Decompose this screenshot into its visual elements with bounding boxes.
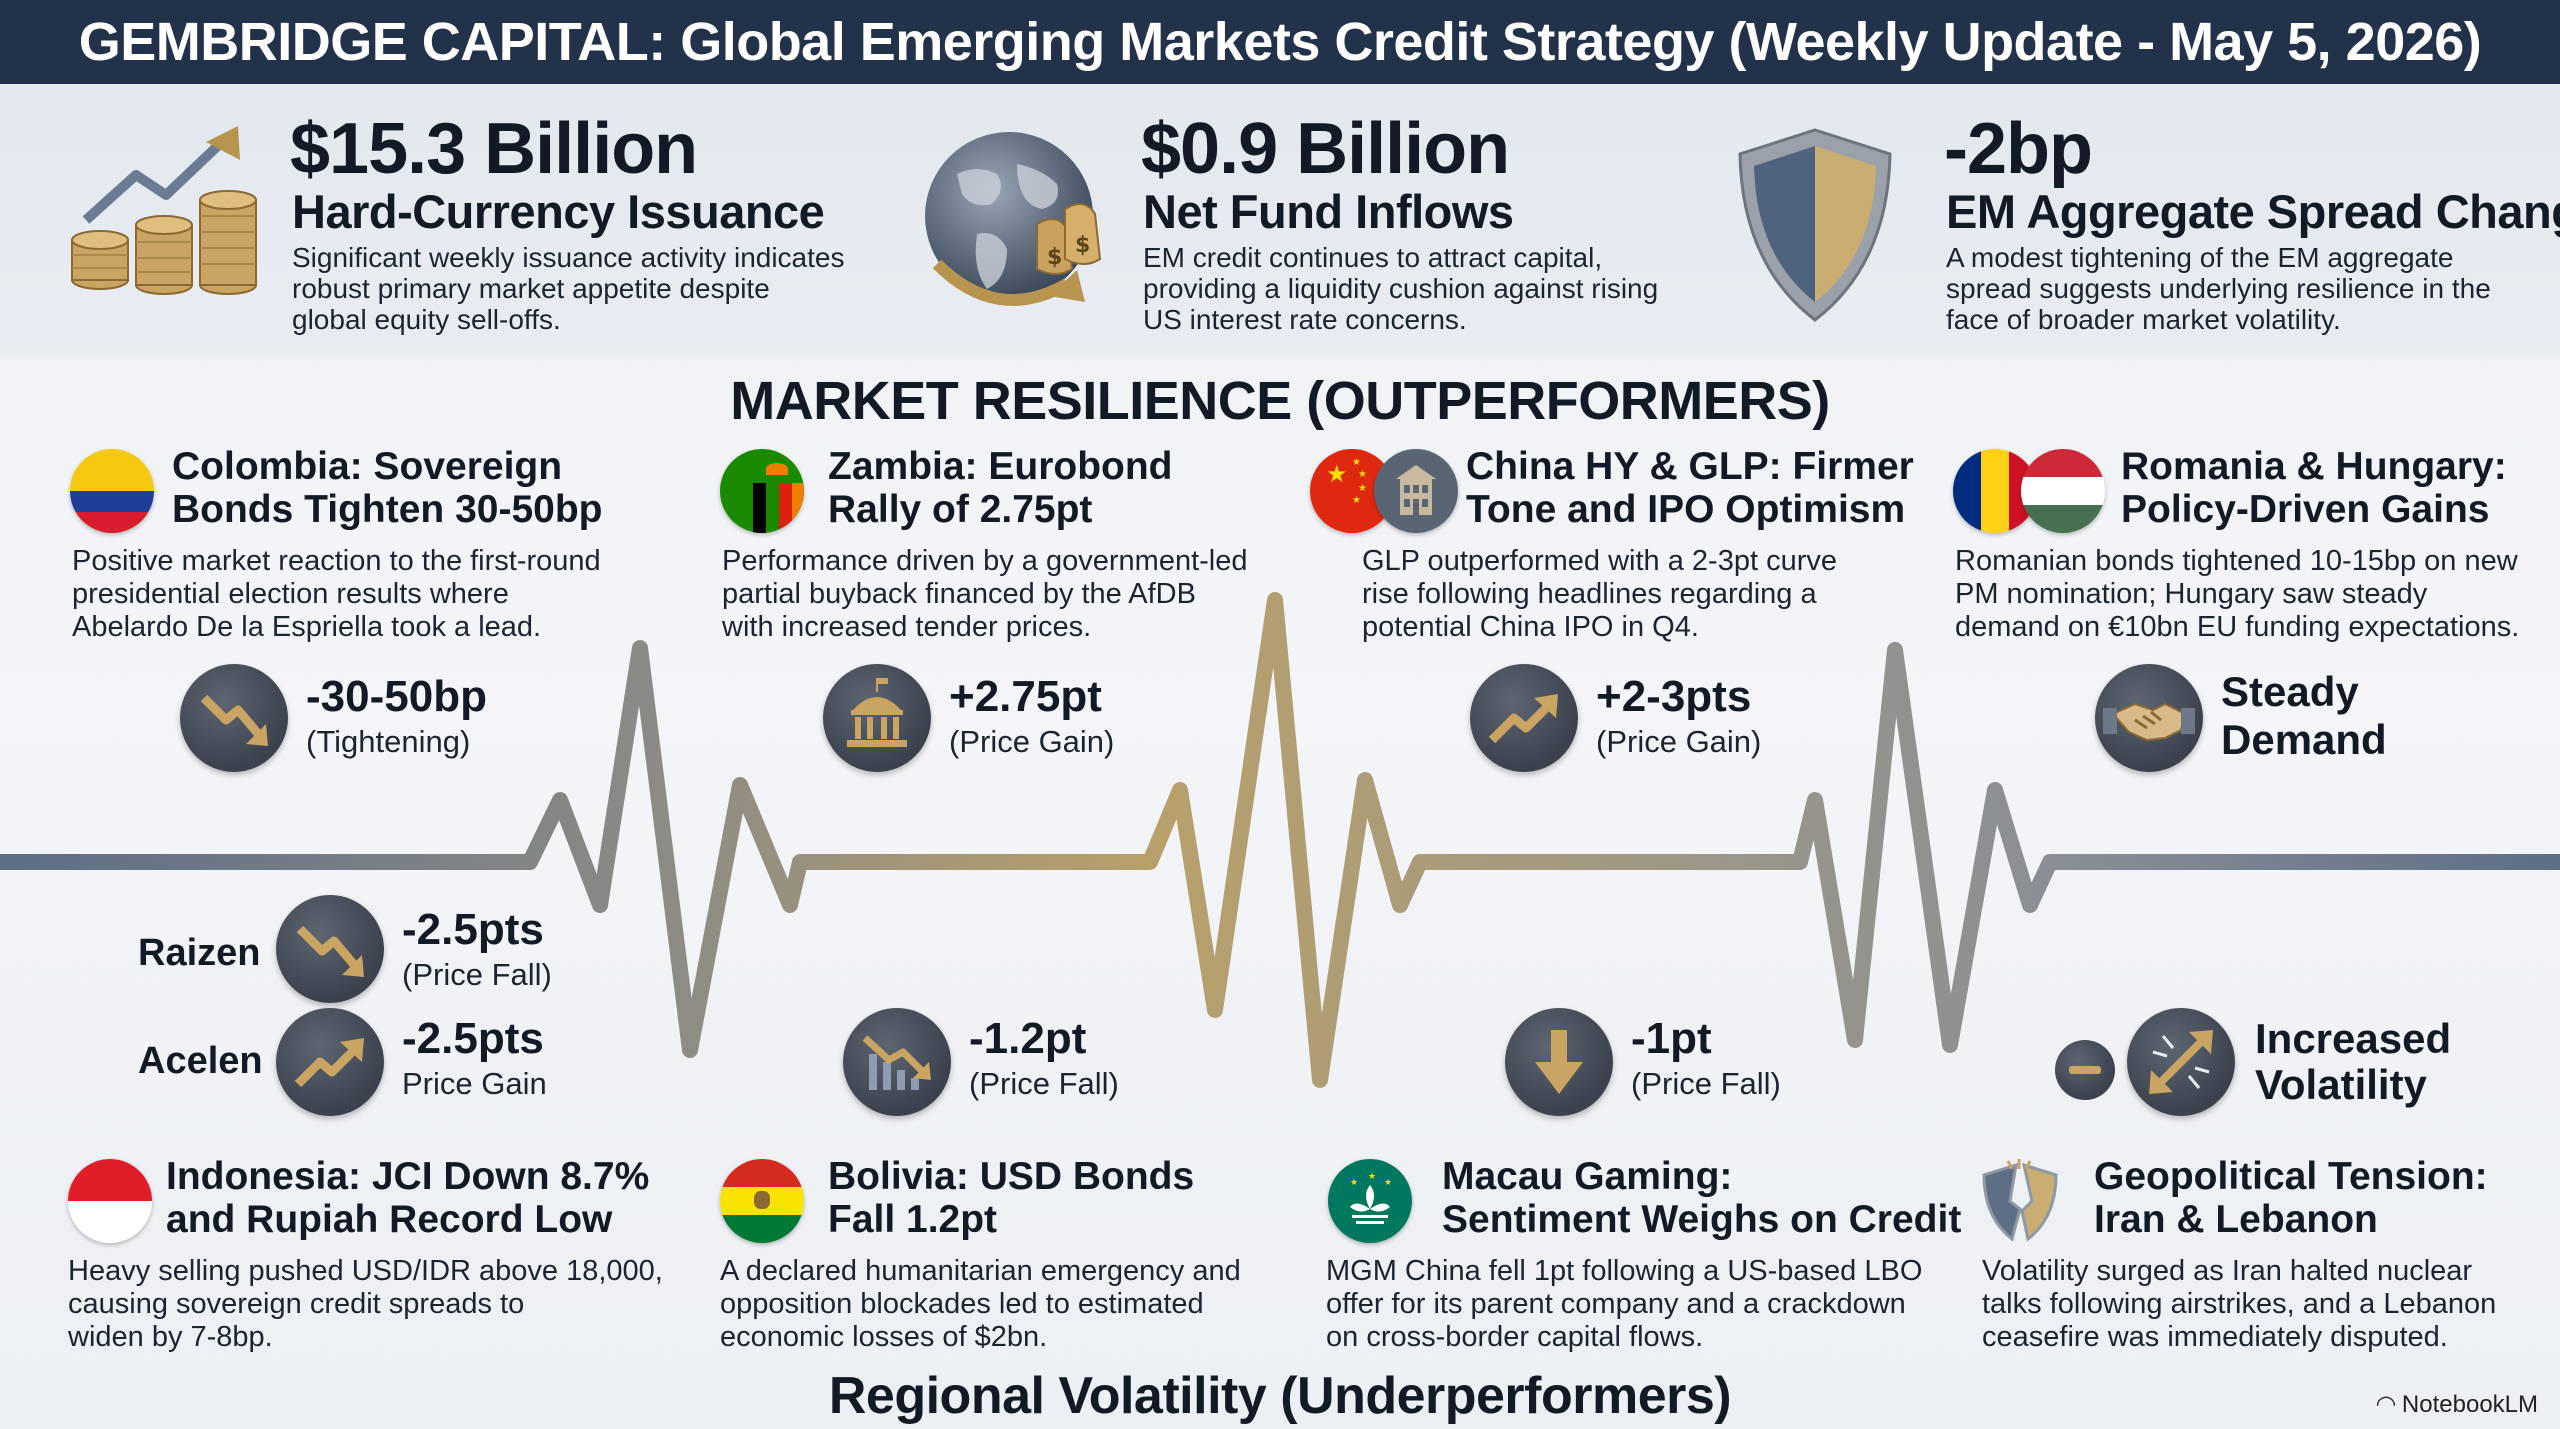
card-text: Positive market reaction to the first-ro… — [72, 545, 601, 643]
coins-growth-icon — [71, 126, 257, 295]
kpi-value: $0.9 Billion — [1141, 109, 1510, 189]
card-title: Bolivia: USD Bonds Fall 1.2pt — [828, 1155, 1195, 1241]
raizen-label: Raizen — [138, 932, 261, 974]
globe-money-icon: $ $ — [925, 132, 1102, 306]
card-title: Colombia: Sovereign Bonds Tighten 30-50bp — [172, 445, 603, 531]
kpi-inflows: $ $ $0.9 Billion Net Fund Inflows EM cre… — [853, 84, 1706, 358]
indonesia-flag-icon — [68, 1159, 152, 1243]
diverging-arrows-icon — [2127, 1008, 2235, 1116]
metric-sub: Price Gain — [402, 1066, 547, 1101]
card-title: Romania & Hungary: Policy-Driven Gains — [2121, 445, 2507, 531]
metric-value: +2.75pt — [949, 672, 1102, 721]
trend-down-icon — [276, 895, 384, 1003]
trend-down-icon — [180, 664, 288, 772]
card-geopolitical: Geopolitical Tension: Iran & Lebanon Vola… — [1968, 1155, 2558, 1365]
metric-sub: (Price Gain) — [1596, 724, 1762, 759]
card-colombia: Colombia: Sovereign Bonds Tighten 30-50bp… — [70, 445, 650, 775]
card-text: A declared humanitarian emergency and opp… — [720, 1255, 1241, 1353]
card-title: Zambia: Eurobond Rally of 2.75pt — [828, 445, 1173, 531]
metric-value: -30-50bp — [306, 672, 487, 721]
heartbeat-line — [0, 592, 2560, 1088]
svg-text:$: $ — [1075, 233, 1090, 258]
acelen-label: Acelen — [138, 1040, 263, 1082]
metric-value: -2.5pts — [402, 905, 544, 954]
metric-sub: (Price Gain) — [949, 724, 1115, 759]
section-title-underperformers: Regional Volatility (Underperformers) — [828, 1367, 1732, 1425]
metric-value: Increased Volatility — [2255, 1015, 2452, 1108]
kpi-description: A modest tightening of the EM aggregate s… — [1946, 242, 2491, 335]
metric-value: +2-3pts — [1596, 672, 1752, 721]
card-text: Performance driven by a government-led pa… — [722, 545, 1248, 643]
kpi-band: $15.3 Billion Hard-Currency Issuance Sig… — [0, 84, 2560, 358]
svg-text:$: $ — [1047, 245, 1062, 270]
kpi-issuance: $15.3 Billion Hard-Currency Issuance Sig… — [0, 84, 853, 358]
card-indonesia: Indonesia: JCI Down 8.7% and Rupiah Recor… — [66, 1155, 686, 1365]
colombia-flag-icon — [70, 449, 154, 533]
minus-icon — [2055, 1040, 2115, 1100]
metric-value: -2.5pts — [402, 1014, 544, 1063]
handshake-icon — [2095, 664, 2203, 772]
card-romania-hungary: Romania & Hungary: Policy-Driven Gains Ro… — [1953, 445, 2553, 775]
metric-sub: (Price Fall) — [402, 957, 552, 992]
card-text: MGM China fell 1pt following a US-based … — [1326, 1255, 1923, 1353]
card-text: Heavy selling pushed USD/IDR above 18,00… — [68, 1255, 663, 1353]
kpi-description: Significant weekly issuance activity ind… — [292, 242, 845, 335]
card-title: Geopolitical Tension: Iran & Lebanon — [2094, 1155, 2488, 1241]
card-title: Indonesia: JCI Down 8.7% and Rupiah Recor… — [166, 1155, 650, 1241]
metric-value: Steady Demand — [2221, 668, 2387, 763]
card-text: Romanian bonds tightened 10-15bp on new P… — [1955, 545, 2520, 643]
page-title: GEMBRIDGE CAPITAL: Global Emerging Marke… — [0, 0, 2560, 84]
kpi-label: EM Aggregate Spread Change — [1946, 185, 2560, 238]
metric-value: -1pt — [1631, 1014, 1712, 1063]
card-macau: ★ ★ ★ Macau Gaming: Sentiment Weighs on Cre… — [1326, 1155, 1966, 1365]
macau-flag-icon: ★ ★ ★ — [1328, 1159, 1412, 1243]
metric-sub: (Price Fall) — [1631, 1066, 1781, 1101]
card-text: GLP outperformed with a 2-3pt curve rise … — [1362, 545, 1837, 643]
metric-value: -1.2pt — [969, 1014, 1087, 1063]
building-icon — [1374, 449, 1458, 533]
government-building-icon — [823, 664, 931, 772]
arrow-down-icon — [1505, 1008, 1613, 1116]
kpi-value: $15.3 Billion — [290, 109, 698, 189]
notebooklm-brand: ◠ NotebookLM — [2376, 1391, 2538, 1418]
card-title: Macau Gaming: Sentiment Weighs on Credit — [1442, 1155, 1962, 1241]
shield-icon — [1738, 128, 1892, 322]
svg-text:★: ★ — [1368, 1171, 1376, 1181]
kpi-spread: -2bp EM Aggregate Spread Change A modest… — [1706, 84, 2560, 358]
trend-up-icon — [1470, 664, 1578, 772]
metric-sub: (Tightening) — [306, 724, 471, 759]
hungary-flag-icon — [2021, 449, 2105, 533]
card-title: China HY & GLP: Firmer Tone and IPO Optim… — [1466, 445, 1914, 531]
section-title-outperformers: MARKET RESILIENCE (OUTPERFORMERS) — [730, 371, 1830, 431]
svg-text:★: ★ — [1350, 1177, 1358, 1187]
zambia-flag-icon — [720, 449, 804, 533]
trend-up-icon — [276, 1008, 384, 1116]
broken-shield-icon — [1982, 1159, 2058, 1242]
kpi-label: Hard-Currency Issuance — [292, 185, 825, 238]
card-text: Volatility surged as Iran halted nuclear… — [1982, 1255, 2497, 1353]
bolivia-flag-icon — [720, 1159, 804, 1243]
svg-text:★: ★ — [1384, 1177, 1392, 1187]
kpi-value: -2bp — [1944, 109, 2093, 189]
kpi-description: EM credit continues to attract capital, p… — [1143, 242, 1659, 335]
falling-bar-chart-icon — [843, 1008, 951, 1116]
card-china: ★ ★ ★ ★ ★ China HY & GLP: Firmer Tone and… — [1310, 445, 1914, 775]
card-zambia: Zambia: Eurobond Rally of 2.75pt Performa… — [720, 445, 1320, 775]
card-bolivia: Bolivia: USD Bonds Fall 1.2pt A declared … — [718, 1155, 1338, 1365]
notebooklm-logo-icon: ◠ — [2376, 1391, 2402, 1418]
kpi-label: Net Fund Inflows — [1143, 185, 1514, 238]
metric-sub: (Price Fall) — [969, 1066, 1119, 1101]
